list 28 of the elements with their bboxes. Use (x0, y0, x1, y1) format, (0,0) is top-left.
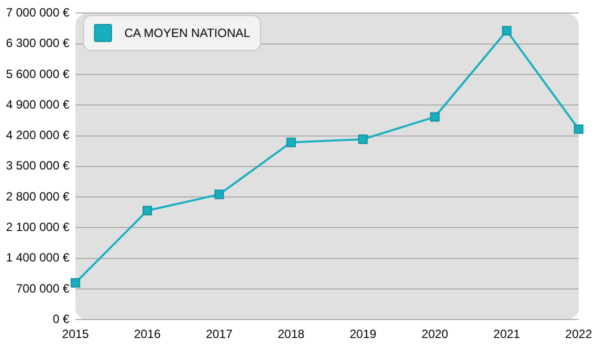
point (286, 138, 296, 148)
y-tick-label: 4 200 000 € (6, 128, 70, 142)
legend-label: CA MOYEN NATIONAL (124, 26, 250, 40)
y-tick-label: 3 500 000 € (6, 158, 70, 173)
point (142, 206, 152, 216)
y-tick-label: 2 100 000 € (6, 220, 70, 234)
y-tick-label: 700 000 € (16, 281, 70, 296)
y-tick-label: 5 600 000 € (6, 66, 70, 81)
point (502, 26, 512, 36)
point (430, 112, 440, 122)
x-tick-label: 2020 (422, 327, 449, 342)
y-tick-label: 7 000 000 € (6, 6, 70, 20)
x-tick-label: 2018 (278, 327, 305, 342)
x-tick-label: 2021 (493, 327, 520, 342)
x-tick-label: 2015 (62, 327, 90, 342)
point (70, 278, 80, 288)
y-tick-label: 2 800 000 € (6, 189, 70, 204)
y-tick-label: 6 300 000 € (6, 36, 70, 50)
y-tick-label: 0 € (52, 312, 70, 326)
x-tick-label: 2022 (565, 327, 592, 342)
x-tick-label: 2016 (134, 327, 161, 342)
point (358, 134, 368, 144)
y-tick-label: 4 900 000 € (6, 97, 70, 112)
point (214, 190, 224, 200)
y-tick-label: 1 400 000 € (6, 250, 70, 265)
point (574, 124, 584, 134)
x-tick-label: 2019 (350, 327, 377, 342)
x-tick-label: 2017 (206, 327, 233, 342)
